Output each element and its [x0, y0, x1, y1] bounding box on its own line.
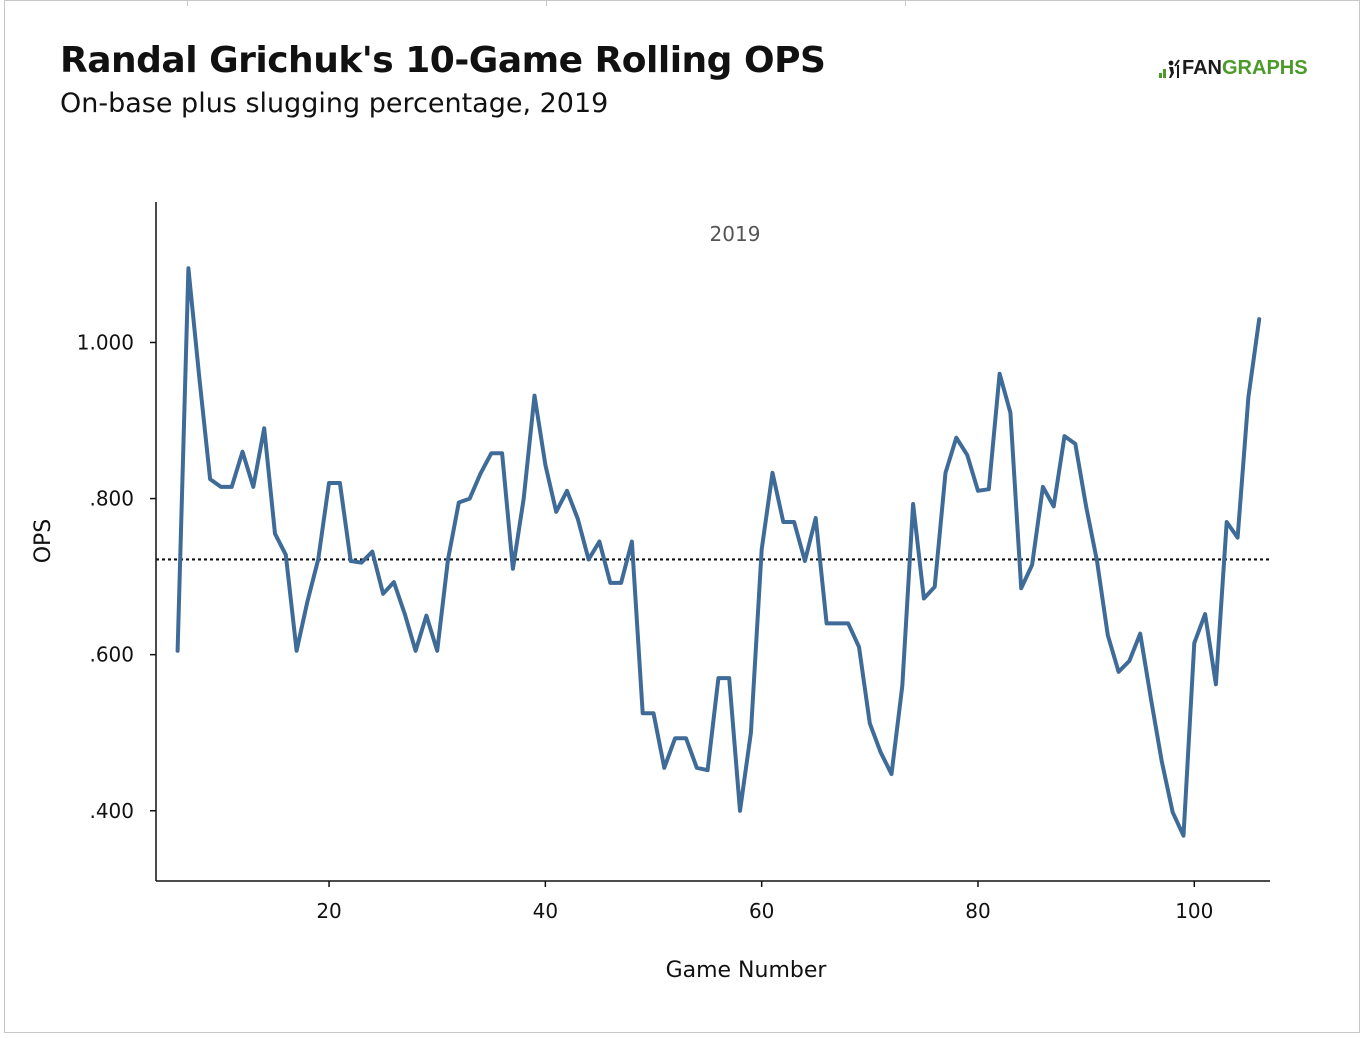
ops-series [175, 266, 1262, 838]
frame-tick [905, 0, 906, 6]
logo-text-graphs: GRAPHS [1222, 57, 1308, 79]
chart-axes [150, 202, 1270, 887]
y-axis-title: OPS [31, 519, 56, 564]
x-tick-label: 100 [1175, 899, 1213, 923]
chart-labels: .400 .600 .800 1.000 20 40 60 80 100 2019 Game Num… [31, 222, 1213, 983]
x-tick-label: 20 [316, 899, 341, 923]
x-tick-label: 80 [965, 899, 990, 923]
ops-series-line [175, 266, 1262, 838]
fangraphs-bat-icon [1159, 58, 1180, 78]
chart-subtitle: On-base plus slugging percentage, 2019 [60, 88, 609, 119]
chart-title: Randal Grichuk's 10-Game Rolling OPS [60, 40, 826, 81]
logo-text-fan: FAN [1182, 57, 1222, 79]
y-tick-label: .400 [89, 799, 134, 823]
x-axis-title: Game Number [666, 958, 828, 983]
fangraphs-logo: FAN GRAPHS [1158, 57, 1308, 80]
x-tick-label: 60 [749, 899, 774, 923]
y-tick-label: 1.000 [77, 330, 134, 354]
y-tick-label: .800 [89, 487, 134, 511]
x-tick-label: 40 [533, 899, 558, 923]
chart-frame [4, 0, 1360, 1033]
frame-tick [546, 0, 547, 6]
season-annotation: 2019 [710, 222, 761, 246]
y-tick-label: .600 [89, 643, 134, 667]
frame-tick [187, 0, 188, 6]
